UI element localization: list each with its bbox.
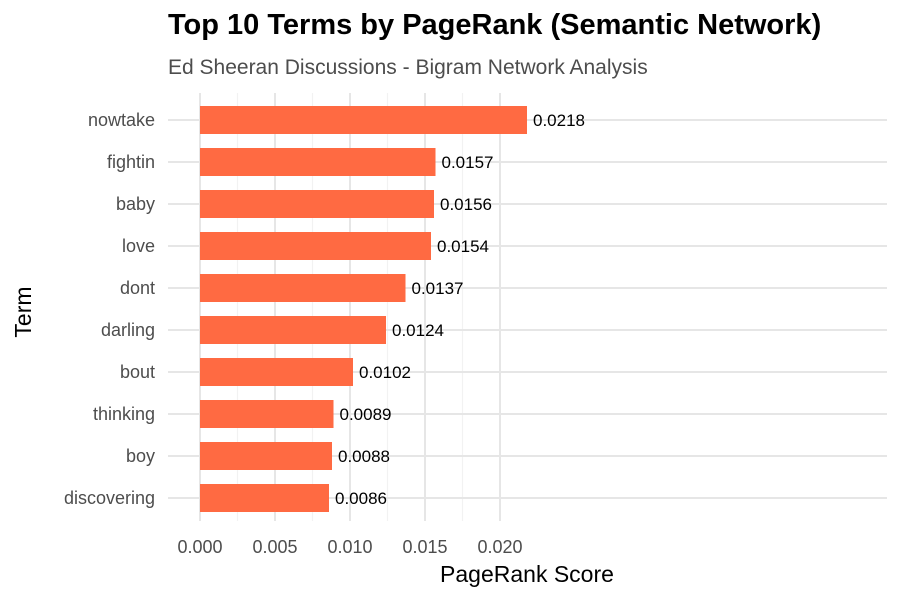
bar-dont	[200, 274, 406, 302]
y-tick-label: bout	[120, 362, 155, 382]
y-tick-label: boy	[126, 446, 155, 466]
data-label-baby: 0.0156	[440, 195, 492, 214]
data-label-love: 0.0154	[437, 237, 489, 256]
bar-discovering	[200, 484, 329, 512]
bar-bout	[200, 358, 353, 386]
y-axis-title: Term	[10, 286, 36, 337]
x-axis-title: PageRank Score	[440, 561, 614, 587]
bar-fightin	[200, 148, 436, 176]
chart-subtitle: Ed Sheeran Discussions - Bigram Network …	[168, 56, 648, 79]
y-tick-label: discovering	[64, 488, 155, 508]
data-label-bout: 0.0102	[359, 363, 411, 382]
data-label-dont: 0.0137	[412, 279, 464, 298]
y-tick-labels: nowtake fightin baby love dont darling bout thi…	[64, 110, 155, 508]
x-tick-label: 0.010	[327, 537, 372, 557]
y-tick-label: dont	[120, 278, 155, 298]
y-tick-label: darling	[101, 320, 155, 340]
bar-love	[200, 232, 431, 260]
bar-thinking	[200, 400, 334, 428]
data-label-discovering: 0.0086	[335, 489, 387, 508]
bar-nowtake	[200, 106, 527, 134]
x-tick-label: 0.015	[402, 537, 447, 557]
x-tick-label: 0.000	[177, 537, 222, 557]
y-tick-label: love	[122, 236, 155, 256]
bar-darling	[200, 316, 386, 344]
data-label-darling: 0.0124	[392, 321, 444, 340]
data-label-nowtake: 0.0218	[533, 111, 585, 130]
data-label-boy: 0.0088	[338, 447, 390, 466]
bar-boy	[200, 442, 332, 470]
y-tick-label: thinking	[93, 404, 155, 424]
bars	[200, 106, 527, 512]
x-tick-label: 0.020	[477, 537, 522, 557]
x-tick-labels: 0.000 0.005 0.010 0.015 0.020	[177, 537, 522, 557]
y-tick-label: nowtake	[88, 110, 155, 130]
chart-title: Top 10 Terms by PageRank (Semantic Netwo…	[168, 9, 822, 41]
data-label-fightin: 0.0157	[442, 153, 494, 172]
data-labels: 0.0218 0.0157 0.0156 0.0154 0.0137 0.0124 0.01…	[335, 111, 585, 508]
y-tick-label: fightin	[107, 152, 155, 172]
x-tick-label: 0.005	[252, 537, 297, 557]
bar-baby	[200, 190, 434, 218]
y-tick-label: baby	[116, 194, 155, 214]
data-label-thinking: 0.0089	[340, 405, 392, 424]
